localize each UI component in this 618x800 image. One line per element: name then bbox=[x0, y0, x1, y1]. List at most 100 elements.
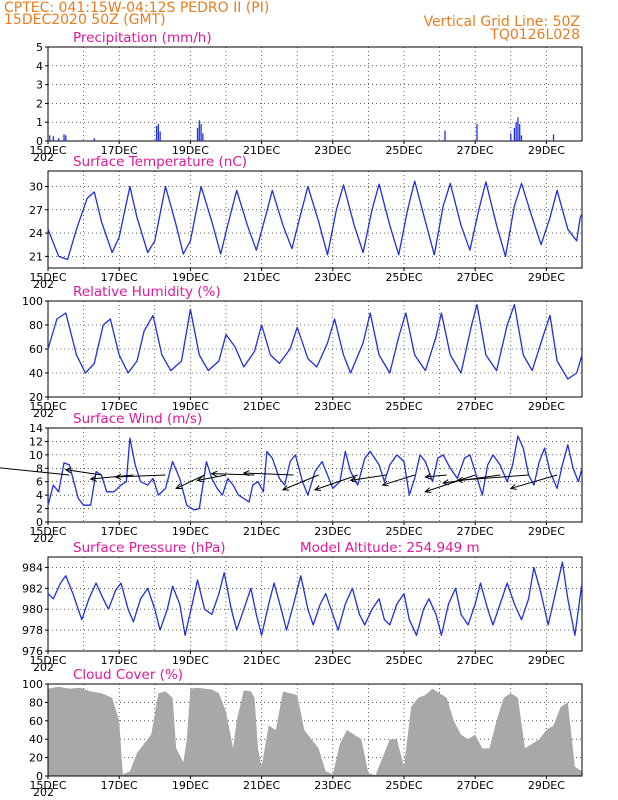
y-tick-label: 12 bbox=[29, 435, 43, 448]
wind-arrowhead bbox=[89, 475, 97, 482]
header-grid-note: Vertical Grid Line: 50Z bbox=[424, 14, 580, 30]
wind-arrow bbox=[425, 474, 447, 478]
wind-arrow bbox=[457, 474, 529, 481]
y-tick-label: 10 bbox=[29, 449, 43, 462]
x-tick-label: 27DEC bbox=[457, 654, 494, 667]
y-tick-label: 40 bbox=[29, 367, 43, 380]
wind-arrow bbox=[510, 474, 558, 489]
x-tick-label: 27DEC bbox=[457, 400, 494, 413]
wind-arrowhead bbox=[281, 484, 289, 491]
x-tick-label: 25DEC bbox=[385, 144, 422, 157]
wind-arrowhead bbox=[424, 473, 432, 480]
x-tick-label: 19DEC bbox=[172, 654, 209, 667]
x-tick-label: 27DEC bbox=[457, 144, 494, 157]
y-tick-label: 0 bbox=[36, 135, 43, 148]
y-tick-label: 1 bbox=[36, 116, 43, 129]
y-tick-label: 4 bbox=[36, 489, 43, 502]
panel-subtitle: Model Altitude: 254.949 m bbox=[300, 540, 480, 556]
x-year-label: 202 bbox=[33, 151, 54, 164]
series-line bbox=[47, 303, 583, 380]
x-tick-label: 19DEC bbox=[172, 271, 209, 284]
x-tick-label: 29DEC bbox=[528, 654, 565, 667]
y-tick-label: 980 bbox=[22, 603, 43, 616]
x-tick-label: 17DEC bbox=[101, 525, 138, 538]
panel-2: 20 40 60 80 100 15DEC 17DEC 19DEC 21DEC 23DEC 25DE… bbox=[22, 284, 583, 420]
y-tick-label: 0 bbox=[36, 516, 43, 529]
wind-arrow bbox=[0, 467, 70, 476]
panel-frame bbox=[47, 556, 583, 652]
x-tick-label: 21DEC bbox=[243, 525, 280, 538]
x-tick-label: 23DEC bbox=[314, 654, 351, 667]
y-tick-label: 978 bbox=[22, 624, 43, 637]
y-tick-label: 60 bbox=[29, 343, 43, 356]
panel-frame bbox=[47, 170, 583, 269]
wind-arrow bbox=[65, 469, 102, 476]
y-tick-label: 3 bbox=[36, 79, 43, 92]
x-tick-label: 23DEC bbox=[314, 779, 351, 792]
x-year-label: 202 bbox=[33, 661, 54, 674]
wind-arrowhead bbox=[242, 470, 250, 477]
y-tick-label: 80 bbox=[29, 696, 43, 709]
y-tick-label: 976 bbox=[22, 645, 43, 658]
y-tick-label: 5 bbox=[36, 41, 43, 54]
x-tick-label: 25DEC bbox=[385, 779, 422, 792]
x-tick-label: 23DEC bbox=[314, 400, 351, 413]
x-tick-label: 17DEC bbox=[101, 271, 138, 284]
y-tick-label: 60 bbox=[29, 715, 43, 728]
x-tick-label: 21DEC bbox=[243, 400, 280, 413]
x-tick-label: 15DEC bbox=[29, 400, 66, 413]
x-tick-label: 21DEC bbox=[243, 144, 280, 157]
wind-arrowhead bbox=[349, 476, 357, 483]
y-tick-label: 80 bbox=[29, 319, 43, 332]
panel-title: Surface Wind (m/s) bbox=[73, 411, 202, 427]
x-tick-label: 19DEC bbox=[172, 400, 209, 413]
y-tick-label: 40 bbox=[29, 733, 43, 746]
wind-arrow bbox=[314, 474, 358, 491]
wind-arrow bbox=[175, 474, 205, 489]
y-tick-label: 24 bbox=[29, 227, 43, 240]
x-year-label: 202 bbox=[33, 532, 54, 545]
panel-title: Relative Humidity (%) bbox=[73, 284, 221, 300]
x-tick-label: 15DEC bbox=[29, 271, 66, 284]
y-tick-label: 8 bbox=[36, 462, 43, 475]
y-tick-label: 27 bbox=[29, 204, 43, 217]
y-tick-label: 6 bbox=[36, 476, 43, 489]
y-tick-label: 2 bbox=[36, 503, 43, 516]
y-tick-label: 20 bbox=[29, 752, 43, 765]
wind-arrowhead bbox=[456, 476, 464, 484]
wind-arrowhead bbox=[196, 476, 204, 483]
x-tick-label: 19DEC bbox=[172, 525, 209, 538]
wind-arrow bbox=[282, 474, 319, 491]
header-date: 15DEC2020 50Z (GMT) bbox=[4, 12, 166, 28]
x-tick-label: 17DEC bbox=[101, 779, 138, 792]
x-tick-label: 27DEC bbox=[457, 525, 494, 538]
x-tick-label: 21DEC bbox=[243, 271, 280, 284]
x-year-label: 202 bbox=[33, 407, 54, 420]
panel-title: Precipitation (mm/h) bbox=[73, 30, 212, 46]
x-tick-label: 29DEC bbox=[528, 271, 565, 284]
x-tick-label: 17DEC bbox=[101, 654, 138, 667]
panel-4: 976 978 980 982 984 15DEC 17DEC 19DEC 21DEC 23DEC… bbox=[22, 540, 583, 674]
x-tick-label: 17DEC bbox=[101, 144, 138, 157]
header-location: CPTEC: 041:15W-04:12S PEDRO II (PI) bbox=[4, 0, 269, 16]
x-tick-label: 29DEC bbox=[528, 144, 565, 157]
x-tick-label: 25DEC bbox=[385, 654, 422, 667]
panel-title: Surface Temperature (nC) bbox=[73, 154, 247, 170]
wind-arrowhead bbox=[424, 487, 432, 494]
x-tick-label: 19DEC bbox=[172, 779, 209, 792]
x-tick-label: 29DEC bbox=[528, 400, 565, 413]
wind-arrowhead bbox=[381, 480, 389, 487]
wind-arrow bbox=[197, 474, 227, 481]
wind-arrowhead bbox=[313, 485, 322, 491]
panel-0: 0 1 2 3 4 5 15DEC 17DEC 19DEC 21DEC 23DEC 25DEC 27DE… bbox=[29, 30, 583, 164]
x-tick-label: 21DEC bbox=[243, 779, 280, 792]
x-tick-label: 23DEC bbox=[314, 144, 351, 157]
y-tick-label: 984 bbox=[22, 561, 43, 574]
y-tick-label: 20 bbox=[29, 391, 43, 404]
y-tick-label: 4 bbox=[36, 60, 43, 73]
x-tick-label: 25DEC bbox=[385, 271, 422, 284]
series-line bbox=[47, 180, 583, 261]
wind-arrow bbox=[350, 474, 387, 481]
series-line bbox=[47, 561, 583, 636]
wind-arrowhead bbox=[210, 470, 218, 477]
